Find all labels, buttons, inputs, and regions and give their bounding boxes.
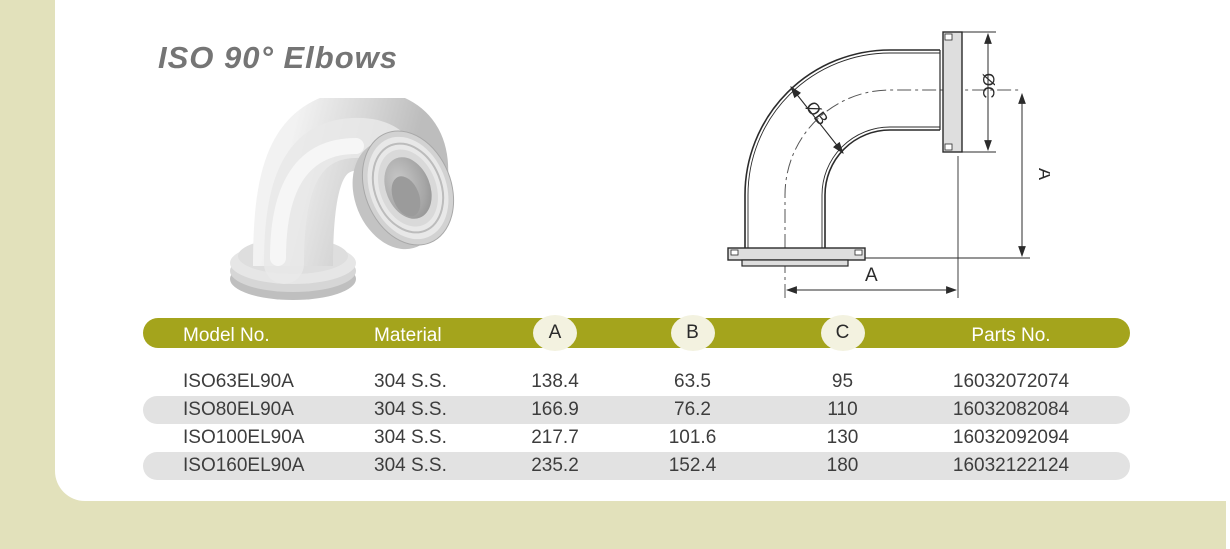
- table-body: ISO63EL90A 304 S.S. 138.4 63.5 95 160320…: [143, 368, 1130, 480]
- table-row: ISO63EL90A 304 S.S. 138.4 63.5 95 160320…: [143, 368, 1130, 396]
- cell-parts: 16032122124: [952, 455, 1070, 476]
- cell-a: 138.4: [531, 371, 579, 392]
- product-image: [230, 98, 455, 300]
- dim-label-a-vertical: A: [1035, 168, 1050, 180]
- cell-b: 101.6: [668, 427, 717, 448]
- table-row: ISO80EL90A 304 S.S. 166.9 76.2 110 16032…: [143, 396, 1130, 424]
- cell-b: 76.2: [674, 399, 711, 420]
- cell-parts: 16032092094: [952, 427, 1070, 448]
- cell-a: 217.7: [531, 427, 579, 448]
- header-dim-c: C: [820, 315, 865, 351]
- page-title: ISO 90° Elbows: [158, 40, 399, 75]
- cell-parts: 16032082084: [952, 399, 1070, 420]
- cell-model: ISO80EL90A: [183, 399, 294, 420]
- cell-parts: 16032072074: [952, 371, 1070, 392]
- dim-label-dia-c: ØC: [979, 73, 998, 99]
- table-header: Model No. Material A B C Parts No.: [143, 315, 1130, 351]
- table-row: ISO100EL90A 304 S.S. 217.7 101.6 130 160…: [143, 424, 1130, 452]
- header-dim-b: B: [670, 315, 715, 351]
- cell-model: ISO160EL90A: [183, 455, 305, 476]
- header-material: Material: [374, 325, 442, 346]
- cell-model: ISO63EL90A: [183, 371, 294, 392]
- technical-drawing: ØC A A ØB: [727, 31, 1050, 298]
- header-model-no: Model No.: [183, 325, 270, 346]
- cell-model: ISO100EL90A: [183, 427, 305, 448]
- cell-material: 304 S.S.: [374, 371, 447, 392]
- cell-b: 152.4: [668, 455, 717, 476]
- cell-c: 95: [831, 371, 854, 392]
- header-dim-a: A: [533, 315, 577, 351]
- right-edge-strip: [1226, 0, 1230, 549]
- cell-material: 304 S.S.: [374, 427, 447, 448]
- cell-c: 110: [827, 399, 858, 420]
- cell-material: 304 S.S.: [374, 455, 447, 476]
- cell-c: 130: [826, 427, 859, 448]
- dim-label-a-horizontal: A: [865, 265, 878, 286]
- table-row: ISO160EL90A 304 S.S. 235.2 152.4 180 160…: [143, 452, 1130, 480]
- cell-a: 235.2: [531, 455, 579, 476]
- cell-a: 166.9: [531, 399, 579, 420]
- cell-b: 63.5: [674, 371, 711, 392]
- header-parts-no: Parts No.: [971, 325, 1051, 346]
- dim-label-dia-b: ØB: [802, 98, 832, 129]
- cell-material: 304 S.S.: [374, 399, 447, 420]
- cell-c: 180: [826, 455, 859, 476]
